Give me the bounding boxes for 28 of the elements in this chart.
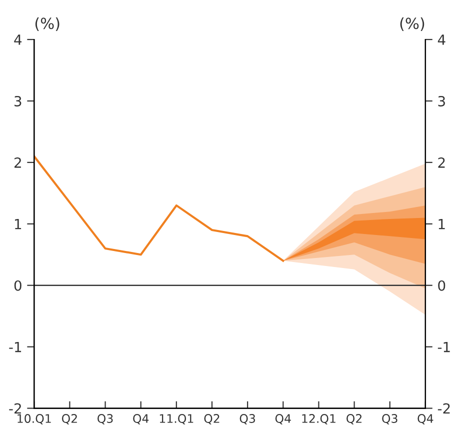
y-tick-label: 0	[14, 280, 22, 291]
y-tick-label: -2	[9, 403, 21, 414]
y-tick-label: 4	[14, 34, 22, 45]
x-tick-label: Q4	[275, 414, 291, 424]
y2-tick-label: -1	[438, 342, 450, 352]
y-tick-label: 1	[15, 219, 22, 230]
y-tick-label: 3	[14, 96, 22, 106]
y2-tick-label: -2	[438, 403, 450, 414]
x-tick-label: Q3	[240, 414, 256, 424]
y2-tick-label: 3	[438, 96, 445, 106]
y-tick-label: -1	[9, 342, 22, 352]
x-tick-label: 11.Q1	[160, 414, 194, 424]
x-tick-label: Q4	[133, 414, 149, 424]
x-tick-label: Q2	[346, 414, 362, 424]
x-tick-label: Q3	[382, 414, 398, 424]
y-tick-label: 2	[14, 157, 21, 168]
x-tick-label: Q4	[418, 414, 434, 424]
y-axis-title: (%)	[35, 17, 60, 31]
x-tick-label: 12.Q1	[302, 414, 336, 424]
y2-tick-label: 1	[438, 219, 445, 230]
y2-axis-title: (%)	[400, 17, 424, 31]
x-tick-label: Q3	[98, 414, 113, 424]
x-tick-label: Q2	[62, 414, 77, 424]
x-tick-label: Q2	[204, 414, 220, 424]
y2-tick-label: 2	[438, 157, 445, 168]
y2-tick-label: 0	[438, 280, 446, 291]
x-tick-label: 10.Q1	[18, 414, 51, 424]
y2-tick-label: 4	[438, 34, 446, 45]
